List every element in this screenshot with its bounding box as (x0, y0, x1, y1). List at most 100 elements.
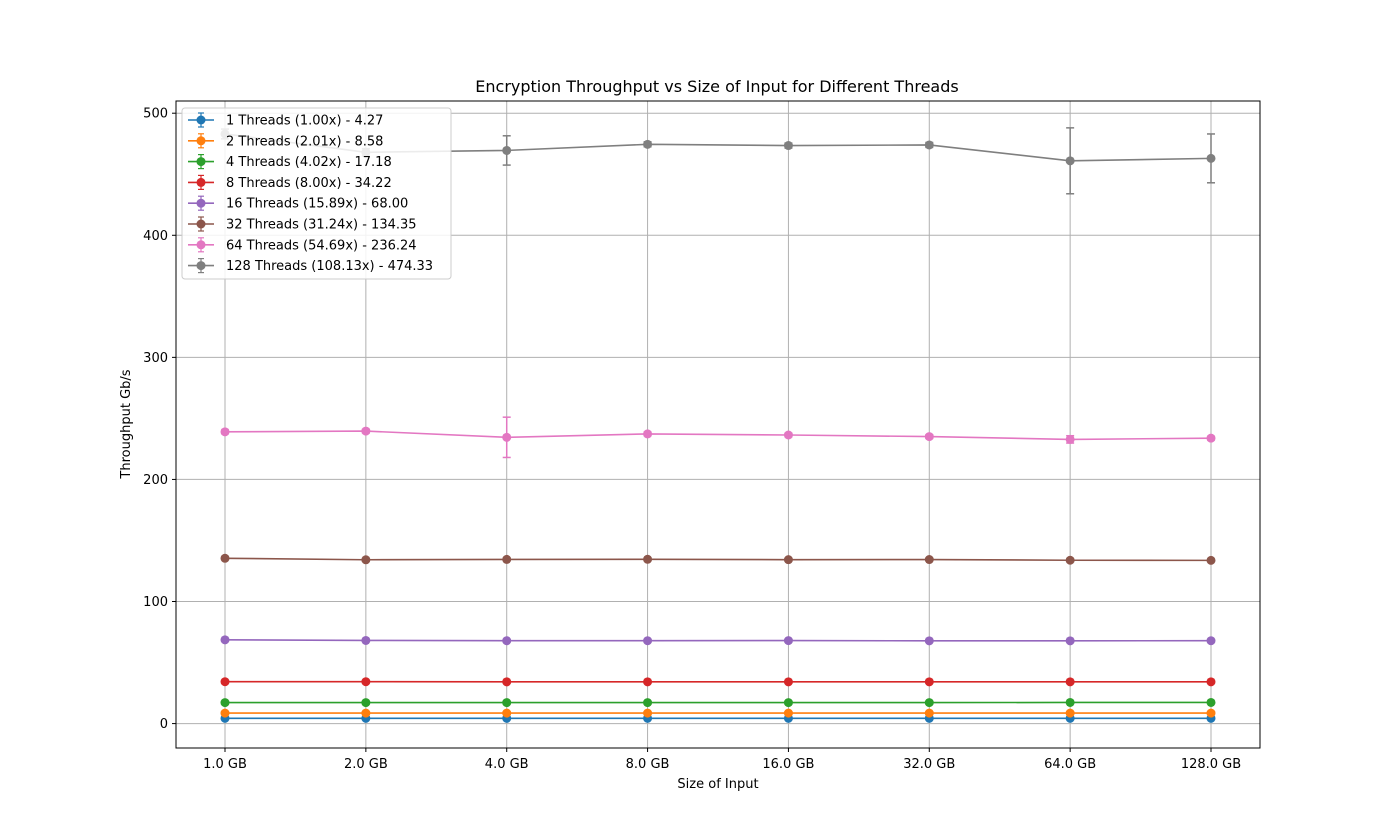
tick-layer: 1.0 GB 2.0 GB 4.0 GB 8.0 GB 16.0 GB 32.0 GB 64… (143, 107, 1241, 772)
data-point (220, 427, 230, 437)
legend-label: 128 Threads (108.13x) - 474.33 (226, 259, 433, 274)
data-point (361, 677, 371, 687)
legend: 1 Threads (1.00x) - 4.27 2 Threads (2.01x… (181, 107, 452, 280)
x-tick-label: 1.0 GB (203, 757, 247, 772)
data-point (643, 139, 653, 149)
data-point (643, 429, 653, 439)
data-point (502, 698, 512, 708)
series-line (224, 430, 1212, 441)
data-point (502, 554, 512, 564)
legend-item: 128 Threads (108.13x) - 474.33 (188, 258, 433, 274)
data-point (1065, 555, 1075, 565)
data-point (361, 555, 371, 565)
series-5 (220, 553, 1216, 565)
data-point (924, 698, 934, 708)
series-line (224, 639, 1212, 642)
data-point (220, 635, 230, 645)
data-point (361, 698, 371, 708)
data-point (783, 430, 793, 440)
data-point (1206, 433, 1216, 443)
series-2 (220, 697, 1216, 708)
data-point (1206, 153, 1216, 163)
data-point (783, 636, 793, 646)
legend-label: 64 Threads (54.69x) - 236.24 (226, 238, 417, 253)
data-point (502, 145, 512, 155)
data-point (220, 553, 230, 563)
legend-label: 2 Threads (2.01x) - 8.58 (226, 134, 383, 149)
data-point (1065, 156, 1075, 166)
data-point (361, 426, 371, 436)
data-point (502, 432, 512, 442)
legend-marker (196, 219, 206, 229)
data-point (1065, 636, 1075, 646)
data-point (502, 636, 512, 646)
legend-label: 1 Threads (1.00x) - 4.27 (226, 114, 383, 129)
data-point (220, 708, 230, 718)
legend-marker (196, 198, 206, 208)
y-axis-label: Throughput Gb/s (119, 369, 134, 479)
y-tick-label: 400 (143, 229, 168, 244)
data-point (783, 677, 793, 687)
data-point (502, 677, 512, 687)
legend-box (181, 107, 452, 280)
data-point (1065, 708, 1075, 718)
legend-marker (196, 240, 206, 250)
legend-label: 16 Threads (15.89x) - 68.00 (226, 197, 408, 212)
data-point (924, 555, 934, 565)
data-point (1206, 677, 1216, 687)
legend-marker (196, 177, 206, 187)
chart-title: Encryption Throughput vs Size of Input f… (475, 77, 958, 96)
legend-item: 4 Threads (4.02x) - 17.18 (188, 154, 392, 170)
legend-label: 32 Threads (31.24x) - 134.35 (226, 218, 417, 233)
legend-item: 64 Threads (54.69x) - 236.24 (188, 237, 417, 253)
data-point (783, 555, 793, 565)
legend-item: 32 Threads (31.24x) - 134.35 (188, 216, 417, 233)
data-point (643, 677, 653, 687)
data-point (1065, 434, 1075, 444)
plot-frame (175, 100, 1261, 749)
x-axis-label: Size of Input (677, 777, 758, 792)
x-tick-label: 4.0 GB (485, 757, 529, 772)
x-tick-label: 32.0 GB (903, 757, 955, 772)
legend-item: 16 Threads (15.89x) - 68.00 (188, 195, 408, 212)
legend-label: 8 Threads (8.00x) - 34.22 (226, 176, 392, 191)
data-point (924, 140, 934, 150)
legend-marker (196, 136, 206, 146)
data-point (783, 708, 793, 718)
series-1 (220, 708, 1216, 718)
series-6 (220, 416, 1216, 459)
legend-label: 4 Threads (4.02x) - 17.18 (226, 155, 392, 170)
legend-item: 8 Threads (8.00x) - 34.22 (188, 174, 392, 191)
data-point (643, 698, 653, 708)
y-tick-label: 100 (143, 595, 168, 610)
legend-item: 1 Threads (1.00x) - 4.27 (188, 112, 383, 129)
legend-marker (196, 261, 206, 271)
data-point (924, 708, 934, 718)
series-3 (220, 677, 1216, 687)
x-tick-label: 2.0 GB (344, 757, 388, 772)
data-point (1065, 697, 1075, 707)
x-tick-label: 128.0 GB (1181, 757, 1241, 772)
y-tick-label: 500 (143, 107, 168, 122)
data-point (361, 708, 371, 718)
data-point (1206, 555, 1216, 565)
data-point (1065, 677, 1075, 687)
series-line (224, 557, 1212, 562)
x-tick-label: 8.0 GB (626, 757, 670, 772)
data-point (924, 432, 934, 442)
data-point (1206, 708, 1216, 718)
x-tick-label: 16.0 GB (762, 757, 814, 772)
y-tick-label: 200 (143, 473, 168, 488)
legend-marker (196, 157, 206, 167)
data-point (783, 141, 793, 151)
series-4 (220, 635, 1216, 646)
data-point (643, 636, 653, 646)
data-point (643, 554, 653, 564)
data-point (361, 635, 371, 645)
data-point (1206, 697, 1216, 707)
data-point (220, 698, 230, 708)
series-layer (220, 127, 1216, 723)
x-tick-label: 64.0 GB (1044, 757, 1096, 772)
data-point (924, 636, 934, 646)
